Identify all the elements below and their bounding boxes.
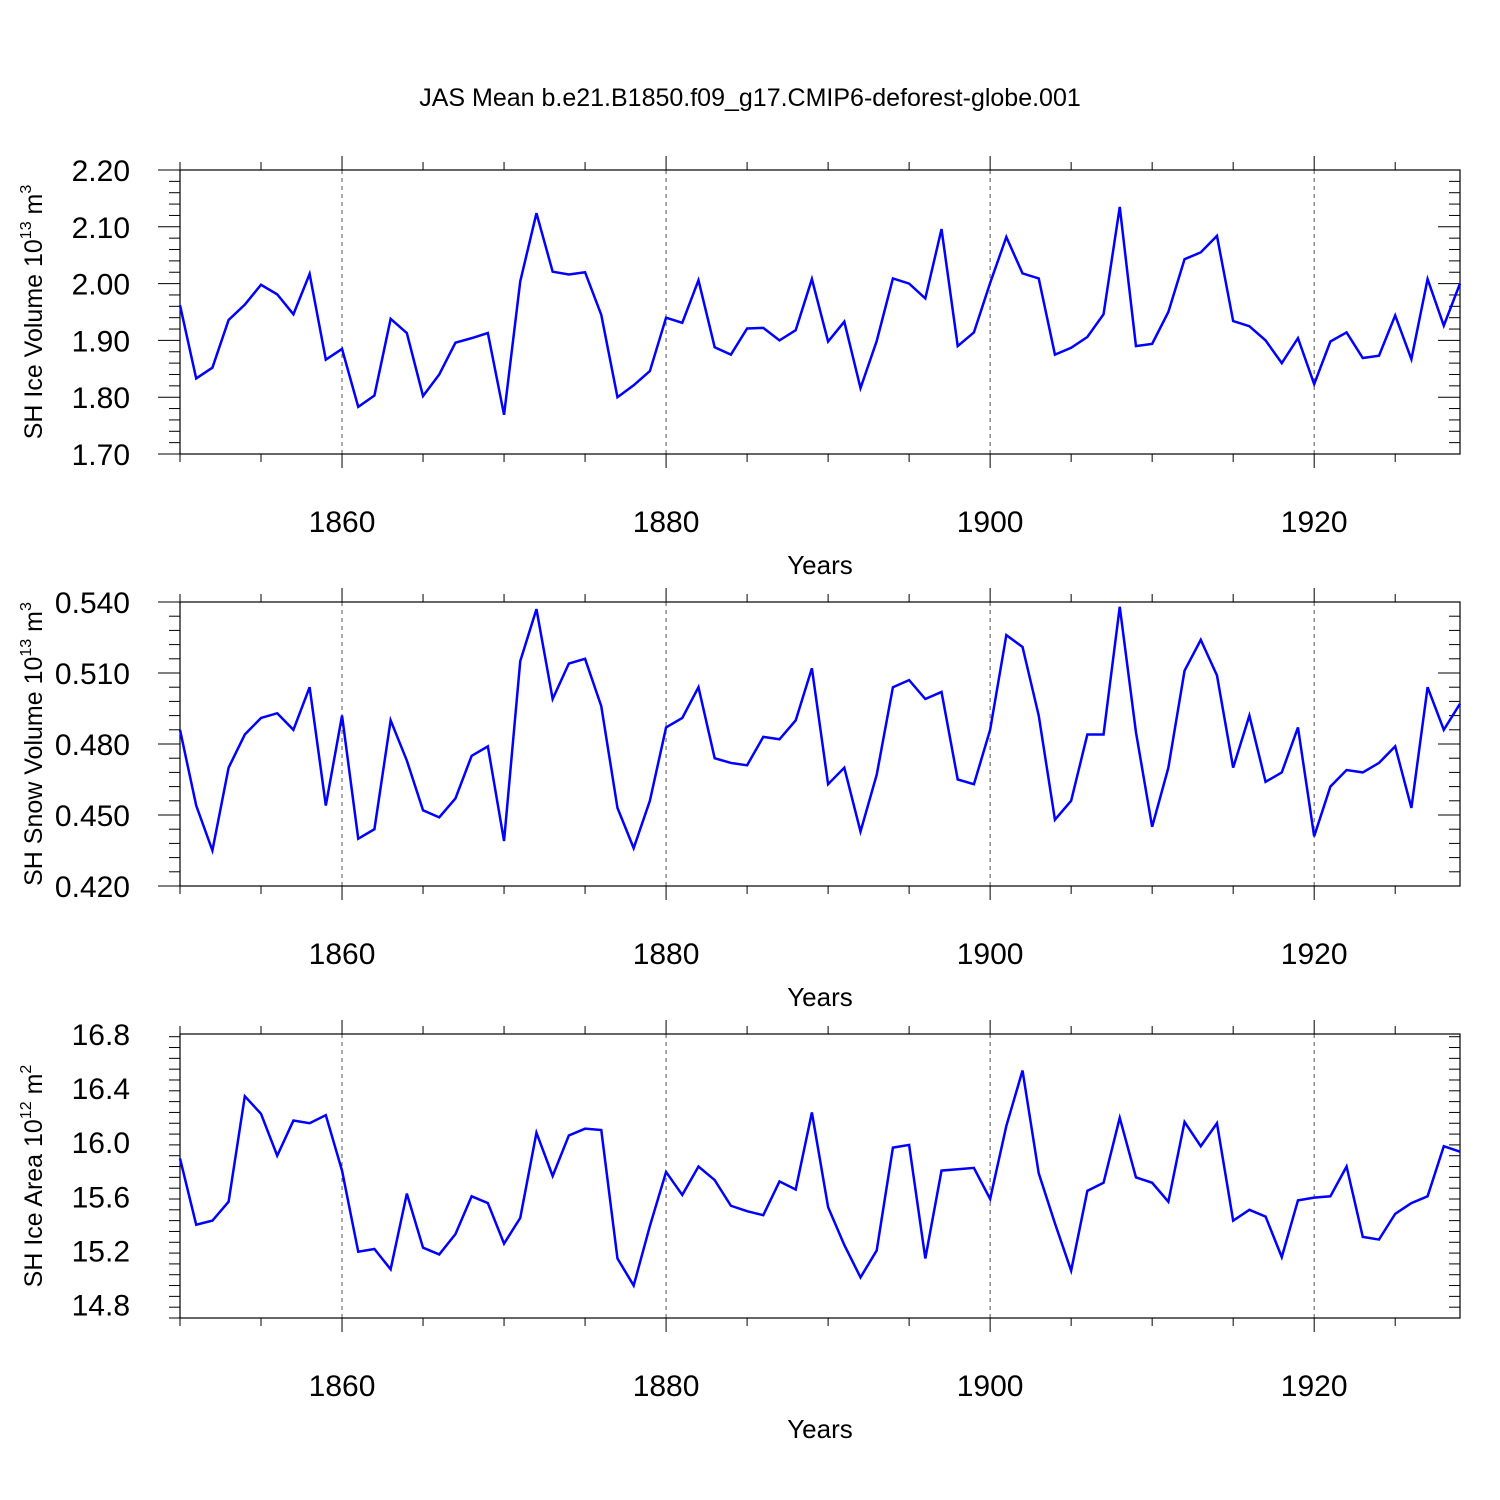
panel-snow-volume: 1860 1880 1900 1920 Years 0.420 0.450 0.480 0.51… bbox=[18, 587, 1462, 1012]
y-axis-label-unit-sup: 3 bbox=[18, 185, 35, 194]
y-axis-label-sup: 12 bbox=[18, 1101, 35, 1119]
y-tick-label: 1.90 bbox=[72, 325, 130, 358]
x-tick-label: 1920 bbox=[1281, 1370, 1348, 1403]
x-tick-label: 1860 bbox=[309, 938, 376, 971]
x-axis-label: Years bbox=[787, 550, 853, 580]
x-tick-label: 1880 bbox=[633, 938, 700, 971]
x-tick-label: 1900 bbox=[957, 506, 1024, 539]
panels: 1860 1880 1900 1920 Years 1.70 1.80 1.90 2.00 2.1… bbox=[18, 155, 1462, 1444]
y-tick-label: 2.00 bbox=[72, 269, 130, 302]
y-axis-label: SH Ice Area 1012 m2 bbox=[18, 1065, 48, 1288]
x-tick-label: 1920 bbox=[1281, 938, 1348, 971]
y-tick-label: 0.450 bbox=[55, 800, 130, 833]
series-line-ice-area bbox=[178, 1070, 1461, 1289]
series-line-snow-volume bbox=[178, 606, 1462, 856]
y-axis-label: SH Snow Volume 1013 m3 bbox=[18, 602, 48, 886]
x-tick-label: 1860 bbox=[309, 506, 376, 539]
y-tick-label: 16.8 bbox=[72, 1019, 130, 1052]
x-tick-label: 1860 bbox=[309, 1370, 376, 1403]
y-axis-label-sup: 13 bbox=[18, 221, 35, 239]
y-tick-label: 0.540 bbox=[55, 587, 130, 620]
y-axis-label-main: SH Ice Area 10 bbox=[20, 1119, 48, 1287]
y-tick-label: 16.4 bbox=[72, 1073, 130, 1106]
x-tick-label: 1880 bbox=[633, 506, 700, 539]
series-line-ice-volume bbox=[178, 206, 1462, 416]
y-axis-label-unit: m bbox=[20, 1074, 48, 1102]
plot-frame bbox=[179, 601, 1461, 887]
y-tick-label: 1.70 bbox=[72, 439, 130, 472]
x-axis-label: Years bbox=[787, 1414, 853, 1444]
y-tick-label: 2.20 bbox=[72, 155, 130, 188]
x-tick-label: 1900 bbox=[957, 1370, 1024, 1403]
y-axis-label-unit-sup: 2 bbox=[18, 1065, 35, 1074]
x-tick-label: 1900 bbox=[957, 938, 1024, 971]
panel-ice-area: 1860 1880 1900 1920 Years 14.8 15.2 15.6 16.0 16.… bbox=[18, 1019, 1461, 1444]
y-axis-label-unit-sup: 3 bbox=[18, 602, 35, 611]
x-tick-label: 1920 bbox=[1281, 506, 1348, 539]
figure-title: JAS Mean b.e21.B1850.f09_g17.CMIP6-defor… bbox=[419, 84, 1081, 112]
y-tick-label: 14.8 bbox=[72, 1289, 130, 1322]
y-tick-label: 1.80 bbox=[72, 382, 130, 415]
plot-frame bbox=[179, 169, 1461, 455]
x-axis-label: Years bbox=[787, 982, 853, 1012]
y-tick-label: 0.510 bbox=[55, 658, 130, 691]
panel-ice-volume: 1860 1880 1900 1920 Years 1.70 1.80 1.90 2.00 2.1… bbox=[18, 155, 1462, 580]
y-tick-label: 2.10 bbox=[72, 212, 130, 245]
y-axis-label-main: SH Snow Volume 10 bbox=[20, 657, 48, 886]
y-axis-label-unit: m bbox=[20, 194, 48, 222]
y-tick-label: 16.0 bbox=[72, 1127, 130, 1160]
y-axis-label-unit: m bbox=[20, 611, 48, 639]
x-tick-label: 1880 bbox=[633, 1370, 700, 1403]
y-axis-label: SH Ice Volume 1013 m3 bbox=[18, 185, 48, 440]
y-tick-label: 15.6 bbox=[72, 1181, 130, 1214]
y-axis-label-sup: 13 bbox=[18, 639, 35, 657]
plot-frame bbox=[179, 1033, 1461, 1319]
y-tick-label: 15.2 bbox=[72, 1235, 130, 1268]
y-axis-label-main: SH Ice Volume 10 bbox=[20, 239, 48, 439]
y-tick-label: 0.480 bbox=[55, 729, 130, 762]
y-tick-label: 0.420 bbox=[55, 871, 130, 904]
